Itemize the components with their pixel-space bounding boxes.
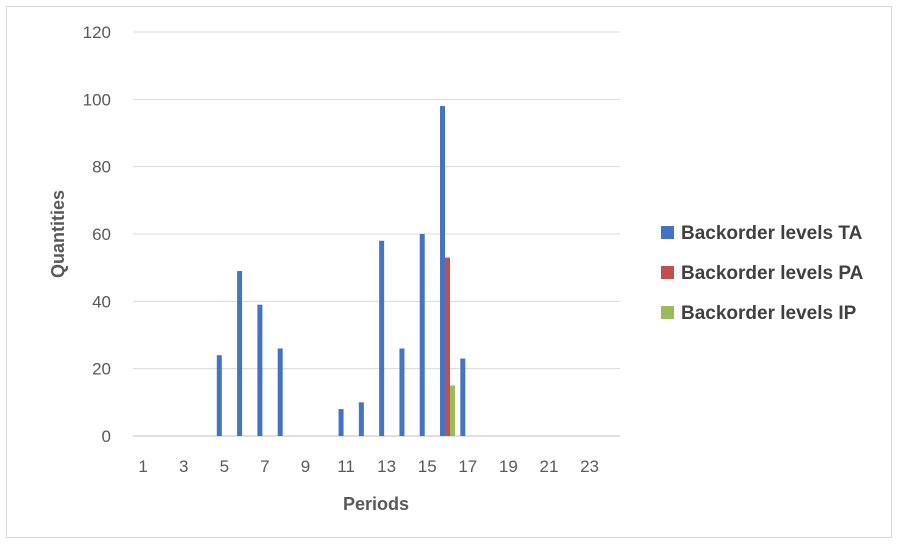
bar [460,358,466,436]
x-tick-label: 17 [458,457,477,476]
bars [216,106,466,437]
bar [277,348,283,436]
legend-label: Backorder levels TA [681,223,863,244]
bar [358,402,364,436]
x-tick-label: 19 [499,457,518,476]
x-tick-label: 3 [179,457,188,476]
y-tick-labels: 0 20 40 60 80 100 120 [83,23,111,446]
bar [445,257,451,436]
x-tick-label: 9 [301,457,310,476]
x-tick-label: 23 [580,457,599,476]
x-tick-label: 13 [377,457,396,476]
gridlines [133,31,620,437]
x-axis-title: Periods [343,494,409,514]
y-tick-label: 20 [92,360,111,379]
bar [379,240,385,436]
y-tick-label: 80 [92,158,111,177]
legend-swatch [661,266,674,279]
x-tick-label: 1 [138,457,147,476]
y-tick-label: 100 [83,90,111,109]
y-tick-label: 0 [102,427,111,446]
x-tick-label: 21 [540,457,559,476]
bar [338,409,344,436]
y-tick-label: 40 [92,292,111,311]
y-tick-label: 120 [83,23,111,42]
legend-label: Backorder levels IP [681,303,857,324]
x-tick-label: 11 [337,457,355,476]
legend-label: Backorder levels PA [681,263,864,284]
bar [440,106,446,437]
x-tick-labels: 1 3 5 7 9 11 13 15 17 19 21 23 [138,457,599,476]
bar [216,355,222,436]
x-tick-label: 15 [418,457,437,476]
legend-swatch [661,226,674,239]
y-axis-title: Quantities [48,190,68,278]
bar [257,304,263,436]
bar [419,234,425,436]
y-tick-label: 60 [92,225,111,244]
legend-swatch [661,306,674,319]
legend: Backorder levels TA Backorder levels PA Ba… [661,223,864,324]
bar [399,348,405,436]
bar [237,271,243,436]
x-tick-label: 5 [220,457,229,476]
x-tick-label: 7 [260,457,269,476]
bar [450,385,456,436]
